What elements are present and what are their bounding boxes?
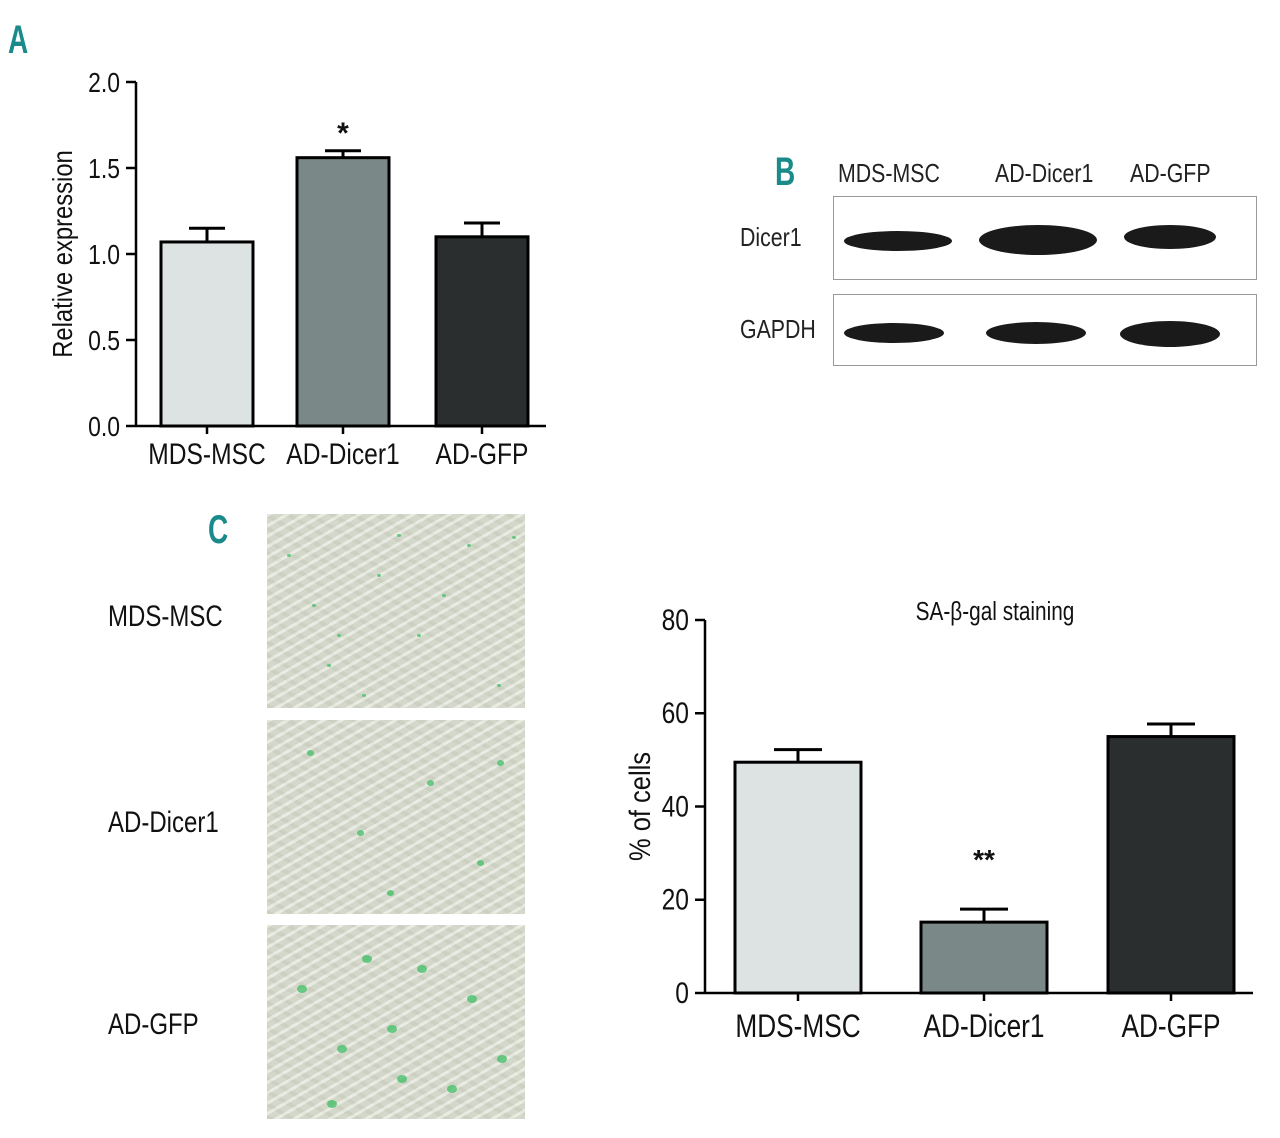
bar-ad-gfp <box>1106 735 1236 995</box>
y-axis-label: % of cells <box>623 752 656 861</box>
stain-dot <box>327 664 331 668</box>
band-gapdh-ad-dicer1 <box>986 322 1086 344</box>
micrograph-mds-msc <box>267 514 525 708</box>
micrograph-ad-dicer1 <box>267 720 525 914</box>
stain-dot <box>337 634 341 638</box>
x-tick-label: AD-GFP <box>436 437 529 471</box>
panel-b-letter: B <box>775 150 796 194</box>
stain-dot <box>417 634 421 638</box>
y-tick-label: 1.5 <box>88 154 120 185</box>
stain-dot <box>307 750 314 756</box>
panel-a-letter: A <box>8 18 29 62</box>
blot-col-ad-dicer1: AD-Dicer1 <box>995 158 1094 188</box>
blot-row-dicer1: Dicer1 <box>740 222 802 252</box>
y-tick-label: 1.0 <box>88 240 120 271</box>
stain-dot <box>467 995 477 1003</box>
stain-dot <box>447 1085 457 1093</box>
stain-dot <box>417 965 427 973</box>
stain-dot <box>397 534 401 538</box>
stain-dot <box>362 955 372 963</box>
y-tick-label: 40 <box>662 789 689 823</box>
chart-a-relative-expression: 0.0 0.5 1.0 1.5 2.0 Relative expression MDS-MS… <box>46 68 546 471</box>
stain-dot <box>312 604 316 608</box>
band-dicer1-ad-gfp <box>1124 225 1216 249</box>
stain-dot <box>512 536 516 540</box>
band-dicer1-ad-dicer1 <box>979 225 1097 255</box>
y-tick-label: 2.0 <box>88 68 120 99</box>
micrograph-ad-gfp <box>267 925 525 1119</box>
bar-ad-dicer1 <box>919 920 1049 995</box>
y-tick-label: 80 <box>662 603 689 637</box>
x-tick-label: AD-Dicer1 <box>286 437 399 471</box>
blot-membrane-gapdh <box>833 294 1257 366</box>
panel-c-letter: C <box>208 508 229 552</box>
bar-mds-msc <box>733 760 863 995</box>
stain-dot <box>327 1100 337 1108</box>
y-tick-label: 60 <box>662 696 689 730</box>
x-tick-label: AD-Dicer1 <box>924 1010 1045 1045</box>
stain-dot <box>357 830 364 836</box>
bar-mds-msc <box>159 240 255 428</box>
y-tick-label: 0.0 <box>88 412 120 443</box>
significance-marker: * <box>337 117 349 150</box>
stain-dot <box>442 594 446 598</box>
stain-dot <box>497 760 504 766</box>
significance-marker: ** <box>973 844 995 875</box>
blot-col-ad-gfp: AD-GFP <box>1130 158 1211 188</box>
y-axis-label: Relative expression <box>46 150 78 358</box>
y-tick-label: 0.5 <box>88 326 120 357</box>
band-dicer1-mds-msc <box>844 231 952 251</box>
blot-membrane-dicer1 <box>833 196 1257 280</box>
stain-dot <box>467 544 471 548</box>
blot-row-gapdh: GAPDH <box>740 314 816 344</box>
blot-col-mds-msc: MDS-MSC <box>838 158 940 188</box>
micro-label-mds-msc: MDS-MSC <box>108 600 223 633</box>
stain-dot <box>497 684 501 688</box>
stain-dot <box>387 1025 397 1033</box>
stain-dot <box>387 890 394 896</box>
micro-label-ad-gfp: AD-GFP <box>108 1008 199 1041</box>
stain-dot <box>362 694 366 698</box>
bar-ad-gfp <box>434 235 530 428</box>
stain-dot <box>397 1075 407 1083</box>
band-gapdh-mds-msc <box>844 323 944 343</box>
stain-dot <box>337 1045 347 1053</box>
micro-label-ad-dicer1: AD-Dicer1 <box>108 806 219 839</box>
band-gapdh-ad-gfp <box>1120 321 1220 347</box>
stain-dot <box>377 574 381 578</box>
y-tick-label: 20 <box>662 882 689 916</box>
stain-dot <box>427 780 434 786</box>
x-tick-label: MDS-MSC <box>735 1010 860 1045</box>
x-tick-label: MDS-MSC <box>148 437 265 471</box>
y-tick-label: 0 <box>675 976 689 1010</box>
stain-dot <box>297 985 307 993</box>
stain-dot <box>497 1055 507 1063</box>
stain-dot <box>287 554 291 558</box>
chart-title: SA-β-gal staining <box>916 597 1075 626</box>
x-tick-label: AD-GFP <box>1121 1010 1220 1045</box>
bar-ad-dicer1 <box>295 156 391 428</box>
stain-dot <box>477 860 484 866</box>
